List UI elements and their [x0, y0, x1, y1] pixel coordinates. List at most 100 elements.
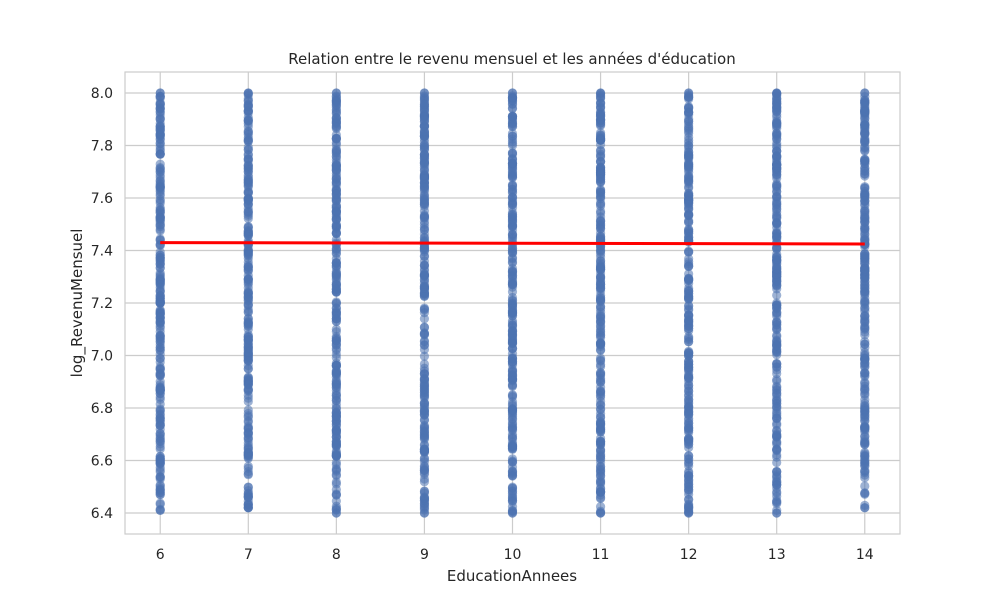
- data-point: [860, 251, 870, 261]
- data-point: [331, 327, 341, 337]
- regression-line: [160, 241, 865, 246]
- data-point: [243, 408, 253, 418]
- data-point: [860, 196, 870, 206]
- data-point: [684, 348, 694, 358]
- data-point: [331, 122, 341, 132]
- data-point: [155, 141, 165, 152]
- data-point: [243, 503, 253, 513]
- data-point: [595, 88, 606, 98]
- data-point: [772, 219, 782, 229]
- data-point: [419, 211, 430, 221]
- data-point: [684, 259, 694, 269]
- y-tick-label: 7.2: [91, 296, 113, 312]
- data-point: [331, 477, 341, 487]
- data-point: [331, 425, 341, 435]
- data-point: [595, 508, 606, 518]
- data-point: [243, 88, 253, 98]
- data-point: [507, 111, 518, 121]
- data-point: [595, 373, 606, 384]
- data-point: [772, 158, 782, 169]
- data-point: [243, 221, 253, 231]
- data-point: [860, 361, 870, 371]
- data-point: [155, 149, 165, 159]
- data-point: [243, 375, 253, 385]
- data-point: [860, 106, 870, 116]
- data-point: [860, 339, 870, 349]
- data-point: [155, 394, 165, 404]
- data-point: [419, 363, 430, 373]
- data-point: [684, 466, 694, 477]
- data-point: [155, 467, 165, 477]
- data-point: [860, 113, 870, 123]
- data-point: [860, 322, 870, 333]
- data-point: [507, 280, 518, 290]
- data-point: [595, 185, 606, 196]
- data-point: [860, 239, 870, 249]
- data-point: [507, 327, 518, 337]
- data-point: [419, 420, 430, 431]
- data-point: [331, 258, 341, 269]
- data-point: [507, 308, 518, 318]
- data-point: [772, 181, 782, 191]
- data-point: [243, 271, 253, 281]
- data-point: [595, 146, 606, 156]
- data-point: [772, 508, 782, 518]
- data-point: [331, 100, 341, 110]
- data-point: [684, 495, 694, 505]
- data-point: [507, 418, 518, 428]
- data-point: [155, 185, 165, 195]
- data-point: [595, 417, 606, 427]
- data-point: [155, 453, 165, 464]
- data-point: [507, 287, 518, 297]
- data-point: [507, 158, 518, 168]
- data-point: [155, 364, 165, 374]
- data-point: [243, 482, 253, 492]
- data-point: [243, 126, 253, 136]
- regression-line-group: [160, 241, 865, 246]
- data-point: [155, 505, 165, 515]
- data-point: [595, 382, 606, 392]
- data-point: [331, 164, 341, 174]
- data-point: [243, 421, 253, 432]
- data-point: [772, 391, 782, 401]
- data-point: [419, 486, 430, 497]
- data-point: [772, 376, 782, 386]
- data-point: [419, 405, 430, 415]
- y-tick-label: 7.6: [91, 191, 113, 207]
- data-point: [155, 309, 165, 319]
- data-point: [331, 308, 341, 318]
- data-point: [243, 347, 253, 358]
- data-point: [595, 263, 606, 273]
- data-point: [772, 362, 782, 372]
- data-point: [684, 246, 694, 256]
- data-point: [595, 360, 606, 370]
- data-point: [860, 481, 870, 491]
- data-point: [331, 379, 341, 389]
- data-points: [155, 88, 870, 518]
- data-point: [860, 384, 870, 394]
- data-point: [860, 488, 870, 498]
- data-point: [507, 441, 518, 451]
- data-point: [155, 224, 165, 234]
- data-point: [243, 317, 253, 327]
- data-point: [155, 277, 165, 287]
- data-point: [860, 272, 870, 282]
- data-point: [595, 436, 606, 446]
- data-point: [243, 230, 253, 240]
- data-point: [419, 351, 430, 361]
- data-point: [772, 269, 782, 279]
- data-point: [860, 98, 870, 108]
- y-axis-label: log_RevenuMensuel: [68, 229, 87, 378]
- data-point: [860, 437, 870, 447]
- data-point: [507, 263, 518, 274]
- data-point: [595, 228, 606, 238]
- data-point: [684, 409, 694, 419]
- data-point: [860, 395, 870, 405]
- data-point: [507, 343, 518, 354]
- data-point: [595, 487, 606, 497]
- data-point: [155, 433, 165, 443]
- data-point: [419, 447, 430, 457]
- data-point: [419, 474, 430, 484]
- data-point: [243, 448, 253, 458]
